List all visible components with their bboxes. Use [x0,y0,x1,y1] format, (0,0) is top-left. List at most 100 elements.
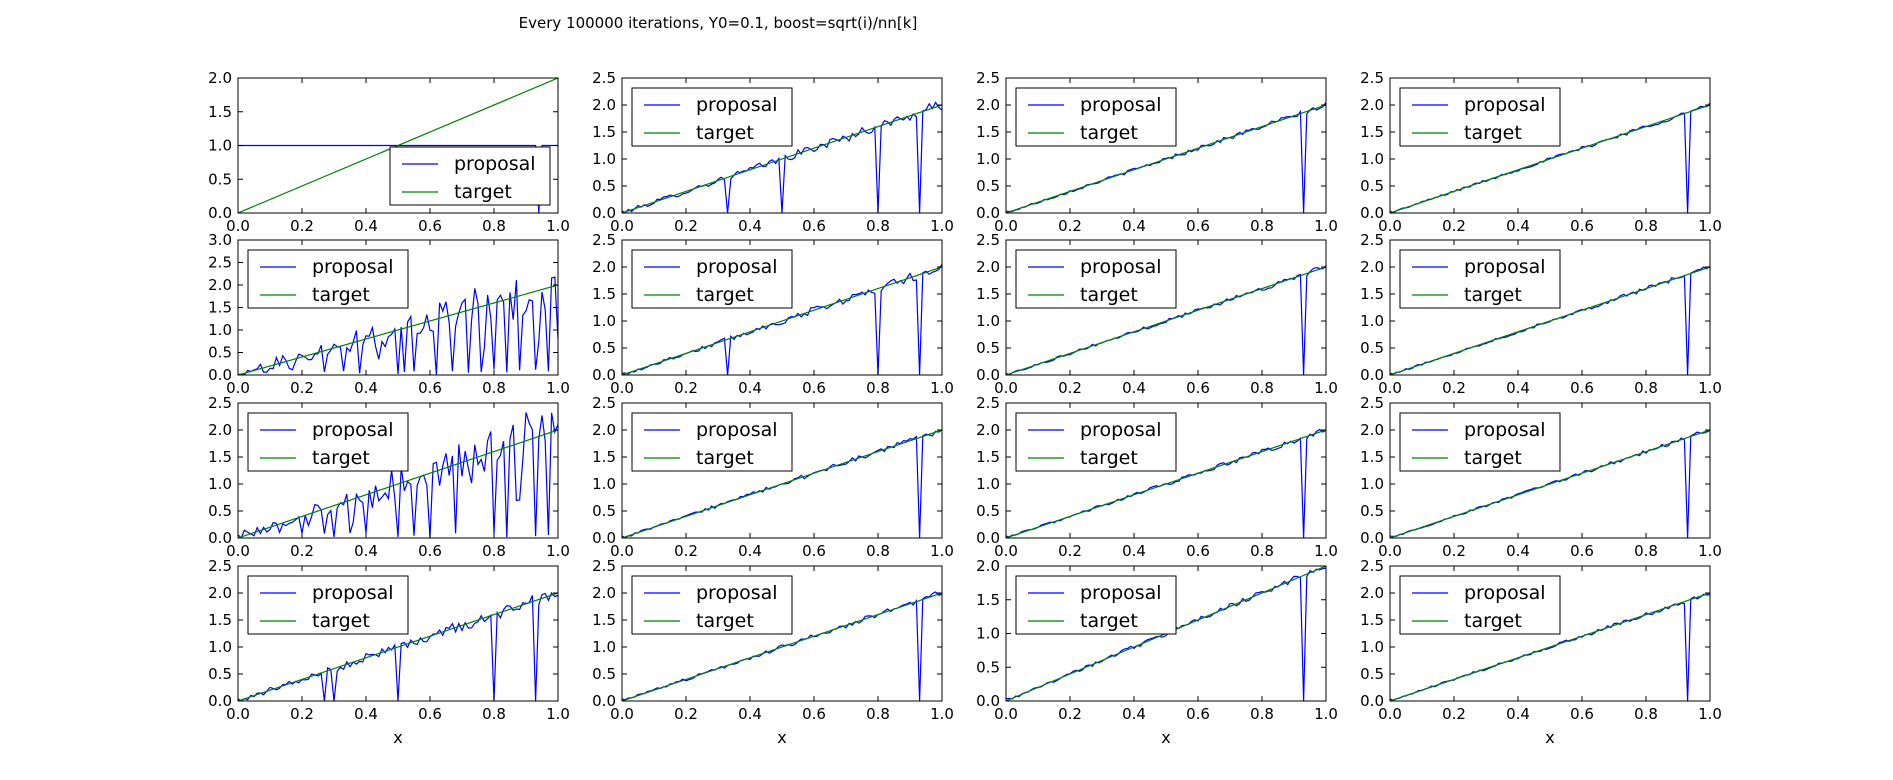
series-target [1006,104,1326,213]
y-tick-label: 0.5 [208,170,232,188]
y-tick-label: 1.0 [208,475,232,493]
y-tick-label: 0.5 [592,177,616,195]
series-target [622,429,942,538]
legend-box [631,249,793,309]
y-tick-label: 1.0 [976,625,1000,643]
legend-box [247,412,409,472]
x-tick-label: 0.6 [418,542,442,560]
x-tick-label: 0.4 [1122,379,1146,397]
x-tick-label: 0.0 [226,705,250,723]
y-tick-label: 0.5 [1360,502,1384,520]
x-tick-label: 0.8 [482,217,506,235]
x-tick-label: 0.0 [994,705,1018,723]
x-tick-label: 0.4 [1122,542,1146,560]
x-tick-label: 0.4 [354,217,378,235]
x-tick-label: 0.8 [482,379,506,397]
y-tick-label: 0.5 [592,665,616,683]
legend-label-proposal: proposal [454,153,536,175]
legend-label-proposal: proposal [312,582,394,604]
x-tick-label: 1.0 [1698,705,1722,723]
y-tick-label: 0.0 [976,692,1000,710]
axes-border [1389,239,1711,376]
y-tick-label: 0.0 [1360,692,1384,710]
y-tick-label: 1.0 [976,150,1000,168]
subplot-r0-c0: 0.0 0.2 0.4 0.6 0.8 1.0 0.0 0.5 1.0 1.5 2.0 proposa… [208,69,570,235]
x-tick-label: 0.2 [1442,379,1466,397]
y-tick-label: 0.0 [976,529,1000,547]
x-axis-label: x [1545,728,1554,747]
y-tick-label: 0.5 [976,177,1000,195]
series-target [1006,429,1326,538]
series-proposal [622,591,942,701]
x-tick-label: 1.0 [930,379,954,397]
x-tick-label: 0.6 [1186,379,1210,397]
y-tick-label: 1.5 [1360,123,1384,141]
y-tick-label: 1.0 [592,150,616,168]
y-tick-label: 1.0 [592,312,616,330]
x-tick-label: 1.0 [1314,542,1338,560]
legend-label-proposal: proposal [312,419,394,441]
legend-box [631,87,793,147]
y-tick-label: 0.0 [208,692,232,710]
x-tick-label: 0.0 [610,705,634,723]
x-tick-label: 0.0 [610,542,634,560]
legend-label-proposal: proposal [696,94,778,116]
subplot-r3-c1: 0.0 0.2 0.4 0.6 0.8 1.0 0.0 0.5 1.0 1.5 2.0 2.5 prop… [592,557,954,747]
series-target [1390,592,1710,701]
y-tick-label: 1.0 [208,137,232,155]
x-tick-label: 0.4 [1122,705,1146,723]
x-tick-label: 1.0 [1698,217,1722,235]
x-tick-label: 0.0 [1378,217,1402,235]
legend-label-proposal: proposal [696,582,778,604]
x-tick-label: 0.2 [674,379,698,397]
y-tick-label: 2.0 [592,96,616,114]
legend-label-target: target [312,447,370,469]
series-target [622,592,942,701]
figure-title: Every 100000 iterations, Y0=0.1, boost=s… [519,14,918,32]
x-tick-label: 0.8 [1634,217,1658,235]
x-tick-label: 0.0 [1378,379,1402,397]
x-tick-label: 0.0 [610,379,634,397]
legend-box [1399,412,1561,472]
x-tick-label: 0.8 [1250,542,1274,560]
y-tick-label: 0.5 [208,665,232,683]
y-tick-label: 0.0 [976,204,1000,222]
x-tick-label: 0.6 [802,542,826,560]
y-tick-label: 2.0 [208,584,232,602]
y-tick-label: 2.5 [208,557,232,575]
y-tick-label: 2.5 [592,394,616,412]
subplot-r3-c2: 0.0 0.2 0.4 0.6 0.8 1.0 0.0 0.5 1.0 1.5 2.0 proposa… [976,557,1338,747]
series-proposal [238,412,558,538]
y-tick-label: 2.5 [1360,69,1384,87]
legend: proposal target [1015,575,1177,635]
x-tick-label: 0.8 [866,379,890,397]
x-tick-label: 0.4 [1506,542,1530,560]
x-tick-label: 0.2 [1442,217,1466,235]
y-tick-label: 2.0 [592,258,616,276]
subplot-r0-c3: 0.0 0.2 0.4 0.6 0.8 1.0 0.0 0.5 1.0 1.5 2.0 2.5 prop… [1360,69,1722,235]
legend-label-target: target [1464,284,1522,306]
x-tick-label: 0.4 [1122,217,1146,235]
x-tick-label: 0.6 [802,705,826,723]
x-tick-label: 0.0 [994,379,1018,397]
x-tick-label: 0.2 [290,705,314,723]
legend: proposal target [631,249,793,309]
series-target [622,266,942,375]
x-tick-label: 1.0 [1314,705,1338,723]
y-tick-label: 1.5 [1360,285,1384,303]
x-tick-label: 0.0 [994,542,1018,560]
x-tick-label: 0.6 [1186,217,1210,235]
x-tick-label: 0.4 [738,542,762,560]
y-tick-label: 1.0 [976,312,1000,330]
x-tick-label: 0.0 [226,217,250,235]
y-tick-label: 0.0 [976,366,1000,384]
x-tick-label: 0.4 [1506,705,1530,723]
x-tick-label: 0.6 [802,379,826,397]
y-tick-label: 3.0 [208,231,232,249]
x-tick-label: 0.4 [738,705,762,723]
x-tick-label: 0.2 [290,217,314,235]
y-tick-label: 1.5 [976,448,1000,466]
legend: proposal target [247,412,409,472]
legend-label-proposal: proposal [1464,419,1546,441]
y-tick-label: 1.0 [208,638,232,656]
